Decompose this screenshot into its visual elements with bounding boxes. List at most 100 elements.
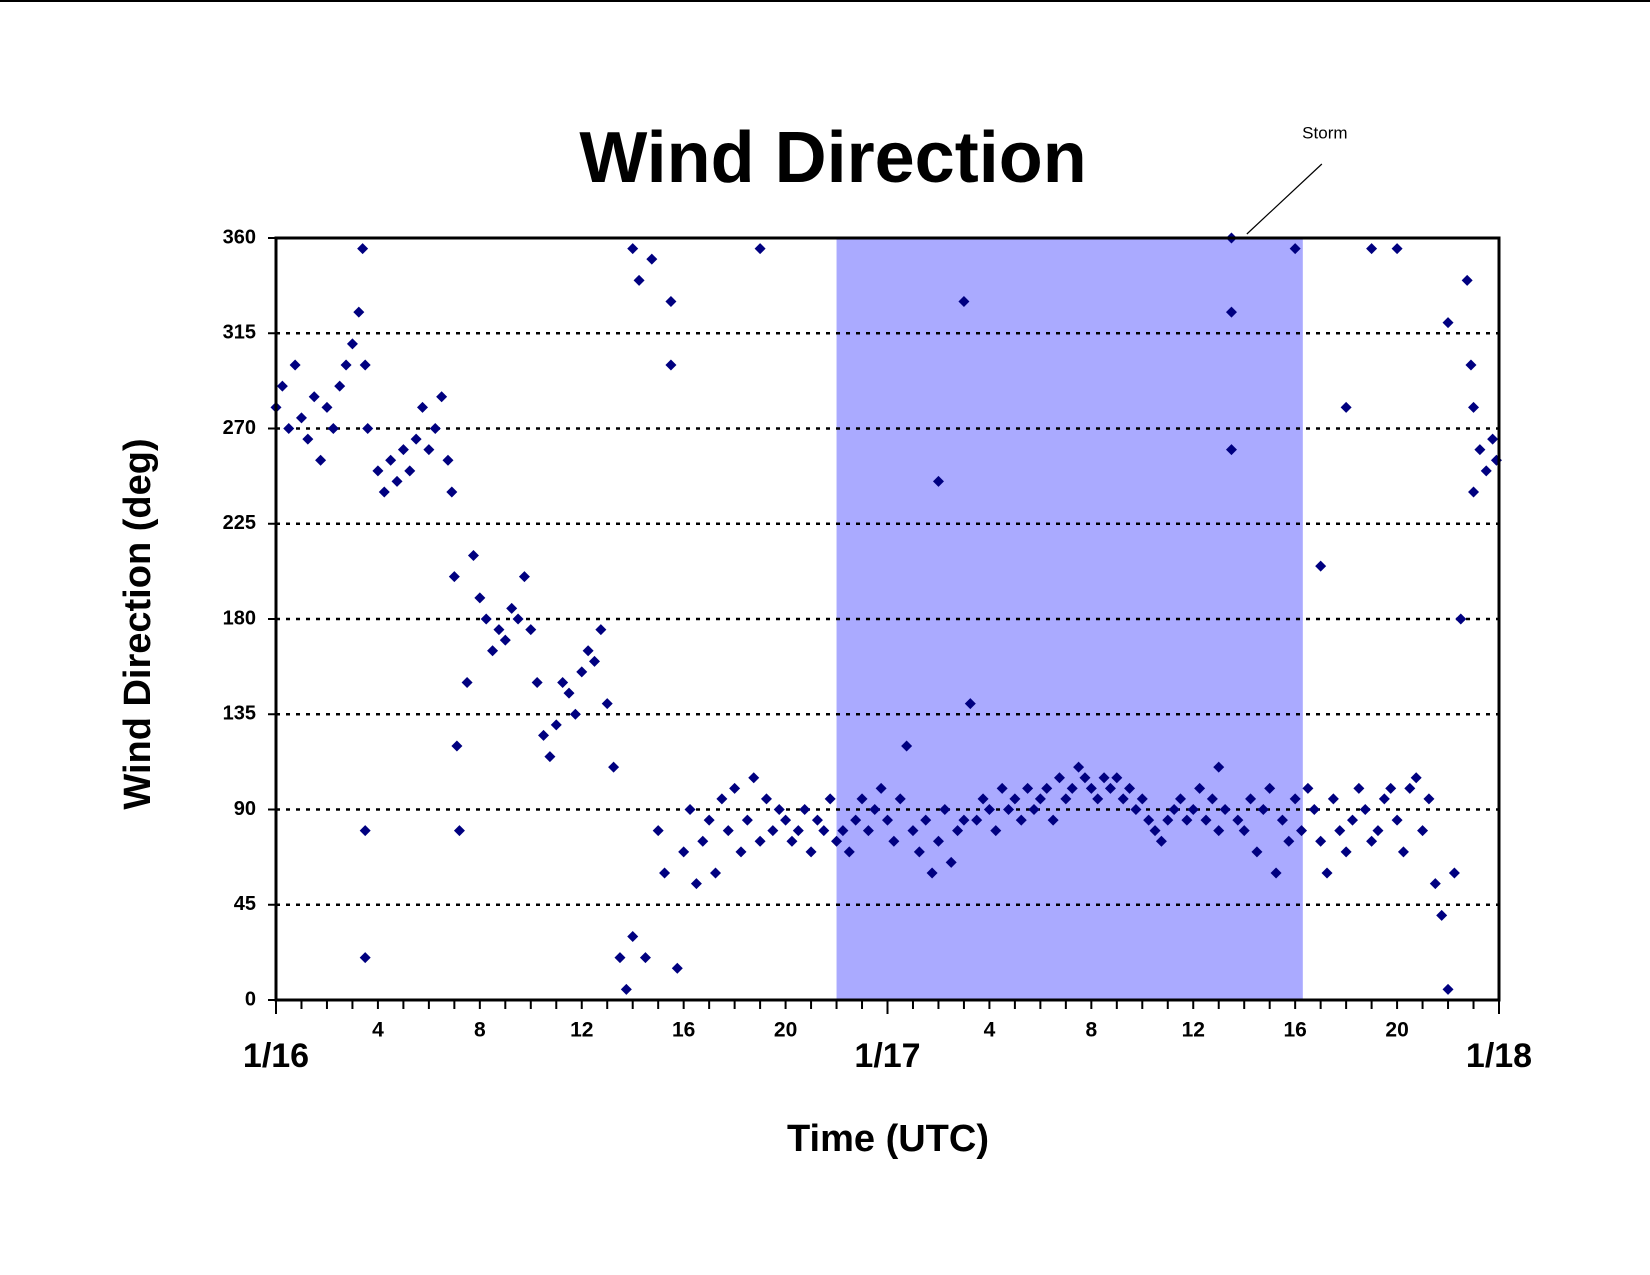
data-point	[1066, 782, 1078, 794]
data-point	[926, 867, 938, 879]
data-point	[1442, 317, 1454, 329]
data-point	[1257, 804, 1269, 815]
data-point	[665, 359, 677, 371]
data-point	[1104, 782, 1116, 794]
data-point	[990, 825, 1002, 837]
data-point	[525, 624, 537, 636]
data-point	[659, 867, 671, 879]
data-point	[576, 666, 588, 678]
x-tick-label: 4	[372, 1019, 384, 1042]
data-point	[1022, 782, 1034, 794]
data-point	[811, 814, 823, 826]
data-point	[276, 380, 288, 392]
data-point	[671, 962, 683, 974]
x-axis-title: Time (UTC)	[787, 1118, 989, 1160]
data-point	[538, 729, 550, 741]
data-point	[1047, 814, 1059, 826]
data-point	[888, 835, 900, 847]
data-point	[391, 475, 403, 487]
data-point	[1232, 814, 1244, 826]
y-tick-label: 45	[234, 893, 256, 915]
data-point	[818, 825, 830, 837]
x-tick-label: 20	[774, 1019, 797, 1042]
data-point	[506, 602, 518, 614]
data-point	[340, 359, 352, 371]
data-point	[646, 253, 658, 265]
data-point	[557, 677, 569, 688]
data-point	[1378, 793, 1390, 805]
data-point	[372, 465, 384, 477]
data-point	[678, 846, 690, 858]
data-point	[1340, 401, 1352, 413]
data-point	[1366, 835, 1378, 847]
data-point	[1213, 761, 1225, 773]
y-tick-label: 180	[223, 607, 256, 629]
data-point	[451, 740, 463, 752]
data-point	[760, 793, 772, 805]
data-point	[697, 835, 709, 847]
data-point	[1468, 486, 1480, 498]
data-point	[346, 338, 358, 350]
data-point	[767, 825, 779, 837]
data-point	[474, 592, 486, 604]
data-point	[397, 444, 409, 456]
data-point	[1315, 560, 1327, 572]
data-point	[754, 243, 766, 255]
plot-frame	[274, 236, 1501, 1002]
data-point	[1085, 782, 1097, 794]
data-point	[703, 814, 715, 826]
data-point	[1073, 761, 1085, 773]
data-point	[1060, 793, 1072, 805]
data-point	[748, 772, 760, 784]
x-tick-label: 8	[474, 1019, 486, 1042]
data-point	[480, 613, 492, 625]
data-point	[608, 761, 620, 773]
data-point	[467, 550, 479, 561]
data-point	[499, 634, 511, 646]
data-point	[1359, 804, 1371, 815]
data-point	[569, 708, 581, 720]
data-point	[862, 825, 874, 837]
data-point	[595, 624, 607, 636]
data-point	[1353, 782, 1365, 794]
data-point	[1206, 793, 1218, 805]
data-point	[1225, 444, 1237, 456]
data-point	[1468, 401, 1480, 413]
data-point	[1404, 782, 1416, 794]
annotation-leader	[1246, 163, 1323, 235]
data-point	[1372, 825, 1384, 837]
data-point	[754, 835, 766, 847]
data-point	[1079, 772, 1091, 784]
data-point	[1417, 825, 1429, 837]
data-point	[1461, 274, 1473, 286]
data-point	[843, 846, 855, 858]
data-point	[302, 433, 314, 445]
data-point	[1308, 804, 1320, 815]
data-point	[1410, 772, 1422, 784]
data-point	[1474, 444, 1486, 456]
data-point	[582, 645, 594, 657]
data-point	[1028, 804, 1040, 815]
data-point	[729, 782, 741, 794]
data-point	[792, 825, 804, 837]
annotation-label: Storm	[1302, 123, 1347, 142]
data-point	[799, 804, 811, 815]
data-point	[1187, 804, 1199, 815]
data-point	[315, 454, 327, 466]
data-point	[1340, 846, 1352, 858]
data-point	[1465, 359, 1477, 371]
data-point	[932, 835, 944, 847]
data-point	[518, 571, 530, 583]
data-point	[945, 856, 957, 868]
data-point	[1334, 825, 1346, 837]
data-point	[1283, 835, 1295, 847]
data-point	[996, 782, 1008, 794]
data-point	[913, 846, 925, 858]
data-point	[436, 391, 448, 403]
data-point	[1200, 814, 1212, 826]
y-tick-label: 225	[223, 512, 256, 534]
data-point	[1346, 814, 1358, 826]
points-layer	[270, 232, 1502, 995]
data-point	[920, 814, 932, 826]
data-point	[710, 867, 722, 879]
